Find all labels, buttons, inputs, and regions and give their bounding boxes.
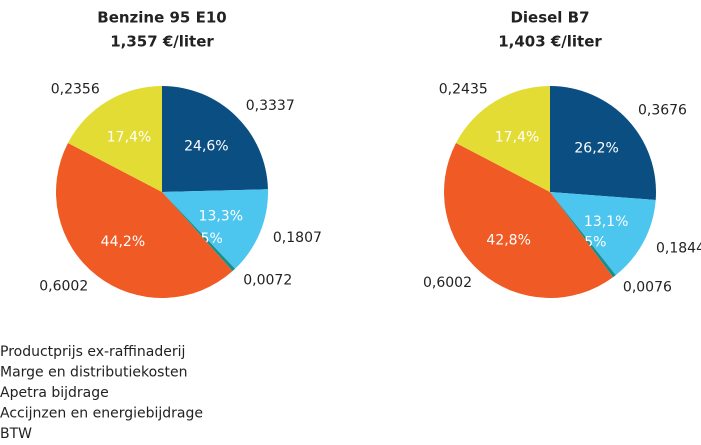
pie-slice xyxy=(456,86,550,192)
pie-slice xyxy=(550,192,656,276)
pie-slice xyxy=(67,86,162,192)
pie-slice xyxy=(162,192,236,272)
percentage-label: 24,6% xyxy=(184,138,228,154)
value-label: 0,6002 xyxy=(39,279,88,295)
percentage-label: 26,2% xyxy=(574,141,618,157)
pie-slice xyxy=(55,143,233,299)
value-label: 0,1844 xyxy=(656,240,701,256)
percentage-label: 44,2% xyxy=(101,234,145,250)
legend-label: Accijnzen en energiebijdrage xyxy=(0,406,203,422)
pie-slice xyxy=(550,192,616,278)
chart-title: Benzine 95 E10 xyxy=(97,9,226,27)
value-label: 0,0072 xyxy=(243,272,292,288)
percentage-label: 42,8% xyxy=(486,232,530,248)
percentage-label: 13,1% xyxy=(584,214,628,230)
value-label: 0,6002 xyxy=(423,275,472,291)
legend-label: BTW xyxy=(0,426,32,442)
pie-slice xyxy=(162,189,268,269)
percentage-label: 13,3% xyxy=(199,208,243,224)
value-label: 0,3337 xyxy=(246,98,295,114)
value-label: 0,0076 xyxy=(623,279,672,295)
value-label: 0,1807 xyxy=(273,230,322,246)
value-label: 0,3676 xyxy=(638,102,687,118)
value-label: 0,2435 xyxy=(439,81,488,97)
chart-subtitle: 1,403 €/liter xyxy=(498,33,602,51)
legend-label: Apetra bijdrage xyxy=(0,385,109,401)
value-label: 0,2356 xyxy=(51,81,100,97)
chart-subtitle: 1,357 €/liter xyxy=(110,33,214,51)
pie-slice xyxy=(444,143,613,299)
pie-slice xyxy=(550,85,657,200)
percentage-label: 17,4% xyxy=(495,130,539,146)
legend-label: Marge en distributiekosten xyxy=(0,365,187,381)
pie-slice xyxy=(162,86,268,192)
chart-title: Diesel B7 xyxy=(510,9,589,27)
legend-label: Productprijs ex-raffinaderij xyxy=(0,344,185,360)
percentage-label: 17,4% xyxy=(107,130,151,146)
